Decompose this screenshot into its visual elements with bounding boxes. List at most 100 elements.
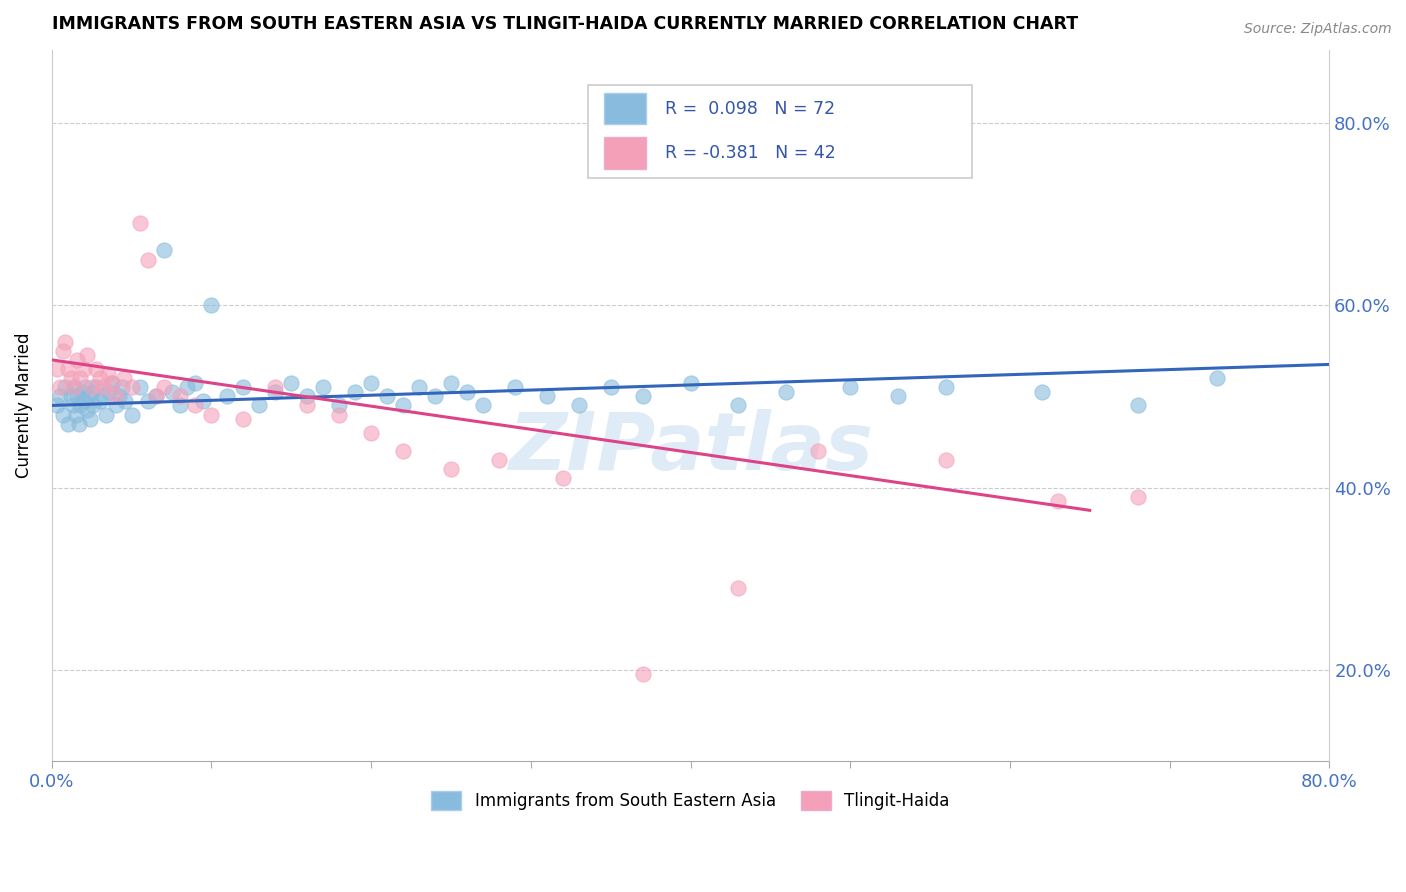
Point <box>63 380 86 394</box>
Point <box>440 376 463 390</box>
Point <box>328 399 350 413</box>
Point <box>193 393 215 408</box>
Point <box>232 380 254 394</box>
Point <box>200 298 222 312</box>
Point <box>536 389 558 403</box>
Point <box>91 380 114 394</box>
Point <box>112 371 135 385</box>
Point <box>247 399 270 413</box>
Point <box>297 389 319 403</box>
Point <box>128 380 150 394</box>
Point <box>145 389 167 403</box>
Point <box>145 389 167 403</box>
Point <box>136 252 159 267</box>
Point <box>136 393 159 408</box>
Point <box>631 667 654 681</box>
Point <box>65 408 87 422</box>
Point <box>264 384 287 399</box>
Point <box>56 417 79 431</box>
Point <box>360 376 382 390</box>
Point <box>1206 371 1229 385</box>
Legend: Immigrants from South Eastern Asia, Tlingit-Haida: Immigrants from South Eastern Asia, Tlin… <box>425 784 956 817</box>
Point <box>1126 399 1149 413</box>
Point <box>232 412 254 426</box>
Point <box>70 384 93 399</box>
Point <box>200 408 222 422</box>
Point <box>80 380 103 394</box>
Point <box>53 334 76 349</box>
Point <box>631 389 654 403</box>
Point <box>392 399 415 413</box>
Point <box>53 380 76 394</box>
Point <box>121 380 143 394</box>
Point <box>408 380 430 394</box>
Point <box>128 216 150 230</box>
Text: ZIPatlas: ZIPatlas <box>508 409 873 487</box>
Point <box>839 380 862 394</box>
Point <box>727 399 749 413</box>
Point <box>114 393 136 408</box>
Point <box>104 389 127 403</box>
Point <box>599 380 621 394</box>
Text: Source: ZipAtlas.com: Source: ZipAtlas.com <box>1244 22 1392 37</box>
Point <box>375 389 398 403</box>
Point <box>551 471 574 485</box>
Point <box>91 389 114 403</box>
Point <box>73 362 96 376</box>
Point <box>59 389 82 403</box>
Point <box>89 371 111 385</box>
Point <box>48 380 70 394</box>
Point <box>89 393 111 408</box>
Point <box>217 389 239 403</box>
Point <box>94 408 117 422</box>
Point <box>344 384 367 399</box>
Point <box>80 384 103 399</box>
Point <box>45 362 67 376</box>
Point <box>169 389 191 403</box>
Point <box>82 399 104 413</box>
Point <box>108 389 131 403</box>
Point <box>152 244 174 258</box>
Point <box>264 380 287 394</box>
Point <box>121 408 143 422</box>
Point <box>111 380 134 394</box>
Point <box>360 425 382 440</box>
Point <box>184 376 207 390</box>
Text: IMMIGRANTS FROM SOUTH EASTERN ASIA VS TLINGIT-HAIDA CURRENTLY MARRIED CORRELATIO: IMMIGRANTS FROM SOUTH EASTERN ASIA VS TL… <box>52 15 1078 33</box>
Point <box>97 367 120 381</box>
Point <box>104 399 127 413</box>
Point <box>76 403 98 417</box>
Point <box>503 380 526 394</box>
Point <box>52 408 75 422</box>
Point <box>1046 494 1069 508</box>
Point <box>471 399 494 413</box>
Point <box>86 380 108 394</box>
Point <box>297 399 319 413</box>
Point <box>488 453 510 467</box>
Point <box>679 376 702 390</box>
Point <box>66 352 89 367</box>
Point <box>392 444 415 458</box>
Point <box>176 380 198 394</box>
Point <box>312 380 335 394</box>
Point <box>76 348 98 362</box>
Point <box>280 376 302 390</box>
Point <box>456 384 478 399</box>
Point <box>56 362 79 376</box>
Point <box>727 581 749 595</box>
Point <box>935 380 957 394</box>
Point <box>807 444 830 458</box>
Point <box>79 412 101 426</box>
Point <box>184 399 207 413</box>
Point <box>101 376 124 390</box>
Point <box>440 462 463 476</box>
Point <box>887 389 910 403</box>
Point <box>101 376 124 390</box>
Point <box>48 389 70 403</box>
Point <box>63 380 86 394</box>
Point <box>568 399 591 413</box>
Y-axis label: Currently Married: Currently Married <box>15 333 32 478</box>
Point <box>169 399 191 413</box>
Point <box>77 389 100 403</box>
Point <box>62 399 84 413</box>
